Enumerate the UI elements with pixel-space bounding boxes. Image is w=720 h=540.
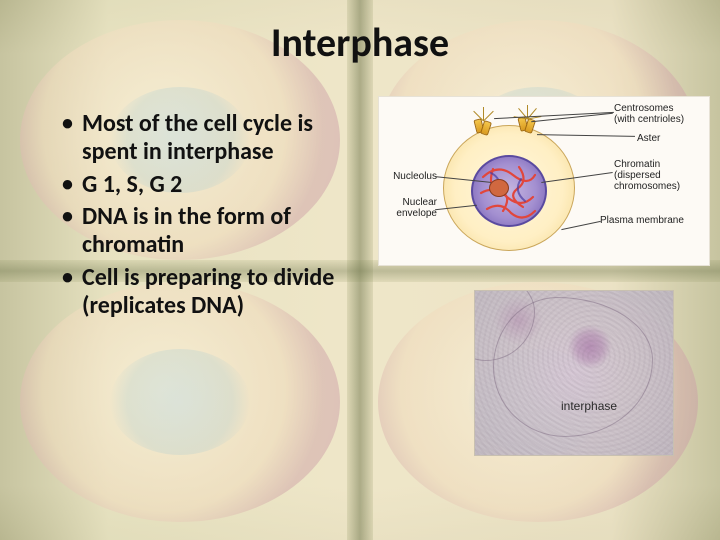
label-aster: Aster xyxy=(637,133,660,144)
nucleolus xyxy=(489,179,509,197)
label-centrosomes: Centrosomes (with centrioles) xyxy=(614,103,684,125)
label-nuclear-envelope: Nuclear envelope xyxy=(383,197,437,219)
bullet-list: Most of the cell cycle is spent in inter… xyxy=(62,110,362,324)
label-nucleolus: Nucleolus xyxy=(383,171,437,182)
micrograph-caption: interphase xyxy=(561,399,617,413)
bullet-item: DNA is in the form of chromatin xyxy=(62,203,362,260)
label-plasma-membrane: Plasma membrane xyxy=(600,215,684,226)
slide-content: Interphase Most of the cell cycle is spe… xyxy=(0,0,720,540)
bullet-item: Cell is preparing to divide (replicates … xyxy=(62,264,362,321)
cell-diagram: Centrosomes (with centrioles) Aster Chro… xyxy=(378,96,710,266)
micrograph-image: interphase xyxy=(474,290,674,456)
bullet-item: Most of the cell cycle is spent in inter… xyxy=(62,110,362,167)
leader-line xyxy=(537,134,635,137)
slide-title: Interphase xyxy=(0,18,720,67)
leader-line xyxy=(561,221,600,230)
bullet-item: G 1, S, G 2 xyxy=(62,171,362,199)
nucleus xyxy=(471,155,547,227)
label-chromatin: Chromatin (dispersed chromosomes) xyxy=(614,159,680,192)
